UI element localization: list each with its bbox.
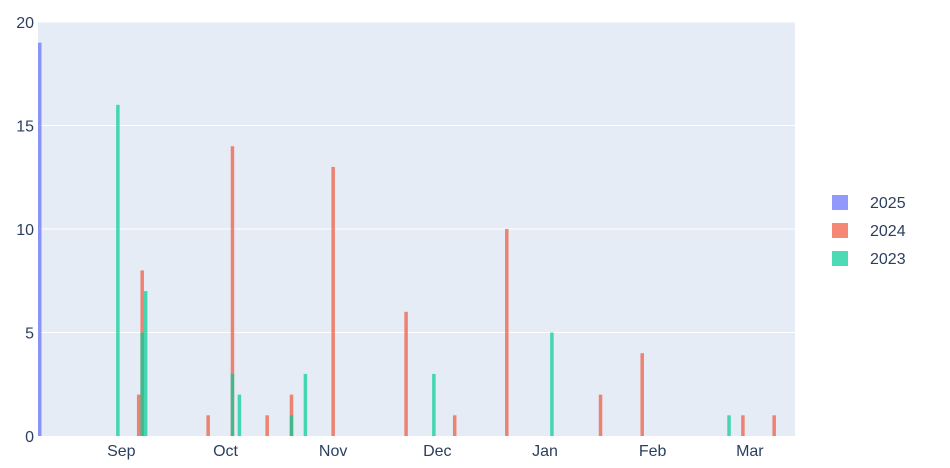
y-tick-label: 10: [16, 222, 34, 239]
bar-2023: [230, 373, 235, 436]
y-tick-label: 20: [16, 15, 34, 32]
y-axis-ticks: 0 5 10 15 20: [16, 15, 34, 446]
bar-2024: [452, 415, 457, 436]
x-tick-label: Nov: [319, 443, 347, 460]
bar-2024: [136, 394, 141, 436]
bar-2024: [598, 394, 603, 436]
bar-2024: [265, 415, 269, 436]
bar-2023: [237, 394, 242, 436]
x-tick-label: Mar: [736, 443, 764, 460]
bar-2024: [772, 415, 776, 436]
gridlines: [38, 21, 795, 333]
bar-2024: [741, 415, 745, 436]
bar-2023: [303, 373, 308, 436]
legend-swatch: [832, 195, 848, 210]
x-tick-label: Feb: [639, 443, 667, 460]
bar-2023: [550, 332, 554, 436]
bar-2025: [38, 42, 42, 436]
x-tick-label: Jan: [532, 443, 558, 460]
legend-item-2025[interactable]: 2025: [832, 195, 906, 212]
bar-2024: [206, 415, 210, 436]
y-tick-label: 0: [25, 429, 34, 446]
bar-2023: [289, 415, 294, 436]
legend-item-2024[interactable]: 2024: [832, 223, 906, 240]
bar-2024: [505, 229, 509, 436]
x-tick-label: Dec: [423, 443, 451, 460]
bar-2023: [143, 291, 148, 436]
y-tick-label: 15: [16, 119, 34, 136]
legend-label: 2025: [870, 195, 906, 212]
bar-2024: [230, 146, 235, 436]
bar-2023: [116, 104, 120, 437]
bars: [38, 42, 776, 437]
legend-label: 2024: [870, 223, 906, 240]
x-tick-label: Sep: [107, 443, 136, 460]
legend[interactable]: 2025 2024 2023: [832, 195, 906, 268]
y-tick-label: 5: [25, 326, 34, 343]
legend-swatch: [832, 223, 848, 238]
legend-label: 2023: [870, 251, 906, 268]
legend-swatch: [832, 251, 848, 266]
bar-2023: [432, 373, 436, 436]
bar-2024: [640, 353, 644, 436]
legend-item-2023[interactable]: 2023: [832, 251, 906, 268]
bar-2024: [331, 166, 335, 436]
bar-2023: [727, 415, 731, 436]
x-tick-label: Oct: [213, 443, 238, 460]
x-axis-ticks: Sep Oct Nov Dec Jan Feb Mar: [107, 443, 764, 460]
bar-2023: [140, 332, 144, 436]
bar-2024: [404, 311, 408, 436]
